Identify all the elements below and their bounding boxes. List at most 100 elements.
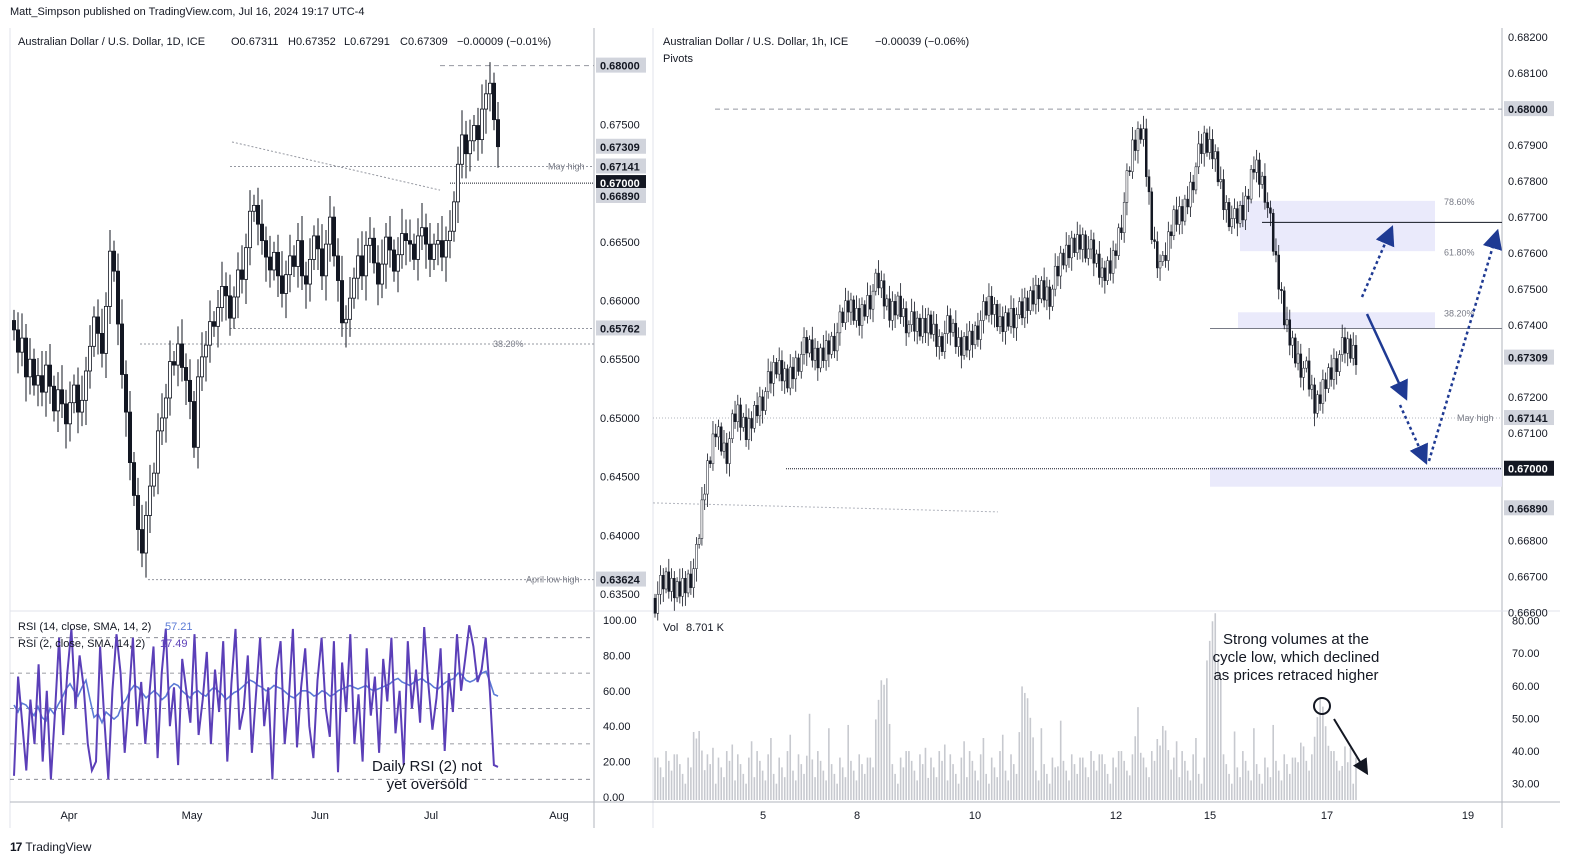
- volume-bar: [805, 755, 808, 800]
- volume-bar: [656, 757, 659, 800]
- daily-candle-body: [211, 321, 216, 327]
- daily-candle-body: [307, 259, 312, 285]
- hourly-candle-body: [1349, 338, 1352, 359]
- hourly-candle-body: [766, 371, 770, 392]
- daily-candle-body: [40, 375, 45, 393]
- daily-trendline: [231, 141, 441, 191]
- volume-bar: [775, 783, 778, 800]
- hourly-candle-body: [1167, 231, 1170, 261]
- volume-bar: [999, 751, 1001, 800]
- hourly-price-tick: 0.66800: [1508, 536, 1548, 548]
- hourly-candle-body: [1260, 175, 1264, 185]
- hourly-candle-body: [1092, 239, 1096, 264]
- volume-bar: [1206, 660, 1208, 800]
- daily-price-badge-text: 0.67309: [600, 142, 640, 154]
- hourly-candle-body: [1018, 301, 1021, 315]
- daily-candle-body: [279, 275, 284, 294]
- volume-bar: [761, 770, 764, 800]
- hourly-price-badge: [1504, 460, 1554, 476]
- volume-tick: 30.00: [1512, 779, 1540, 791]
- hourly-candle-body: [1081, 234, 1085, 250]
- daily-candle-body: [120, 323, 125, 375]
- hourly-candle-body: [1236, 208, 1239, 224]
- hourly-candle-body: [794, 357, 798, 380]
- hourly-candle-body: [1332, 358, 1336, 380]
- daily-chart-pane: 0.68000 0.67500 0.67309 0.67141 0.670000.668…: [11, 57, 646, 822]
- fib-label: 78.60%: [1444, 197, 1475, 207]
- hourly-candle-body: [1142, 128, 1145, 140]
- hourly-candle-body: [764, 391, 767, 411]
- volume-bar: [1012, 764, 1015, 800]
- volume-bar: [1150, 751, 1153, 800]
- hourly-price-tick: 0.67700: [1508, 212, 1548, 224]
- hourly-candle-body: [910, 311, 913, 325]
- volume-bar: [1057, 766, 1059, 800]
- volume-bar: [698, 730, 700, 800]
- hourly-candle-body: [1197, 143, 1200, 168]
- volume-bar: [1032, 737, 1034, 800]
- volume-bar: [1106, 773, 1109, 800]
- tradingview-footer[interactable]: 17 TradingView: [10, 840, 91, 854]
- hourly-candle-body: [1189, 181, 1192, 208]
- daily-candle-body: [187, 379, 192, 402]
- volume-bar: [1170, 769, 1172, 800]
- daily-candle-body: [72, 384, 77, 404]
- hourly-candle-body: [747, 418, 751, 440]
- hourly-candle-body: [1095, 253, 1098, 264]
- volume-bar: [797, 754, 800, 800]
- volume-bar: [1208, 640, 1211, 800]
- hourly-price-tick: 0.67400: [1508, 320, 1548, 332]
- hourly-candle-body: [692, 568, 695, 588]
- projection-arrow-up-long: [1427, 228, 1503, 462]
- hourly-candle-body: [656, 594, 660, 614]
- hourly-price-badge: [1504, 500, 1554, 516]
- volume-tick: 80.00: [1512, 616, 1540, 628]
- hourly-candle-body: [1023, 297, 1027, 319]
- tradingview-logo-icon: 17: [10, 840, 22, 854]
- volume-bar: [839, 757, 841, 800]
- hourly-candle-body: [938, 336, 941, 347]
- volume-bar: [996, 777, 999, 800]
- hourly-trendline: [652, 502, 999, 513]
- hourly-candle-body: [918, 317, 922, 337]
- daily-candle-body: [251, 204, 256, 212]
- daily-candle-body: [100, 332, 105, 354]
- vol-label: Vol: [663, 622, 678, 634]
- volume-bar: [1062, 760, 1065, 800]
- hourly-candle-body: [874, 272, 878, 292]
- daily-candle-body: [303, 275, 308, 285]
- rsi2-line: [13, 625, 499, 780]
- hourly-candle-body: [1202, 132, 1206, 154]
- volume-bar: [1051, 757, 1054, 800]
- hourly-candle-body: [761, 396, 764, 411]
- hourly-price-badge: [1504, 101, 1554, 117]
- volume-bar: [1104, 764, 1106, 800]
- volume-bar: [1181, 751, 1183, 800]
- volume-bar: [979, 754, 982, 800]
- volume-bar: [1162, 725, 1164, 800]
- hourly-candle-body: [1186, 198, 1189, 208]
- volume-bar: [841, 767, 844, 800]
- hourly-candle-body: [1037, 284, 1040, 300]
- hourly-candle-body: [783, 368, 786, 382]
- daily-candle-body: [299, 240, 304, 277]
- daily-time-tick: Apr: [60, 810, 77, 822]
- volume-bar: [1316, 717, 1319, 800]
- daily-candle-body: [247, 210, 252, 249]
- tradingview-brand: TradingView: [25, 840, 92, 854]
- daily-price-tick: 0.65500: [600, 354, 640, 366]
- volume-bar: [1253, 728, 1255, 800]
- hourly-candle-body: [824, 340, 828, 361]
- hourly-candle-body: [1015, 314, 1018, 329]
- hourly-candle-body: [1178, 206, 1181, 225]
- volume-bar: [899, 757, 902, 800]
- hourly-candle-body: [1327, 367, 1330, 389]
- hourly-candle-body: [1147, 176, 1151, 193]
- volume-bar: [731, 744, 734, 800]
- hourly-price-tick: 0.67100: [1508, 428, 1548, 440]
- volume-bar: [654, 757, 656, 800]
- hourly-candle-body: [1007, 312, 1010, 327]
- hourly-candle-body: [1288, 319, 1292, 346]
- hourly-candle-body: [866, 295, 869, 317]
